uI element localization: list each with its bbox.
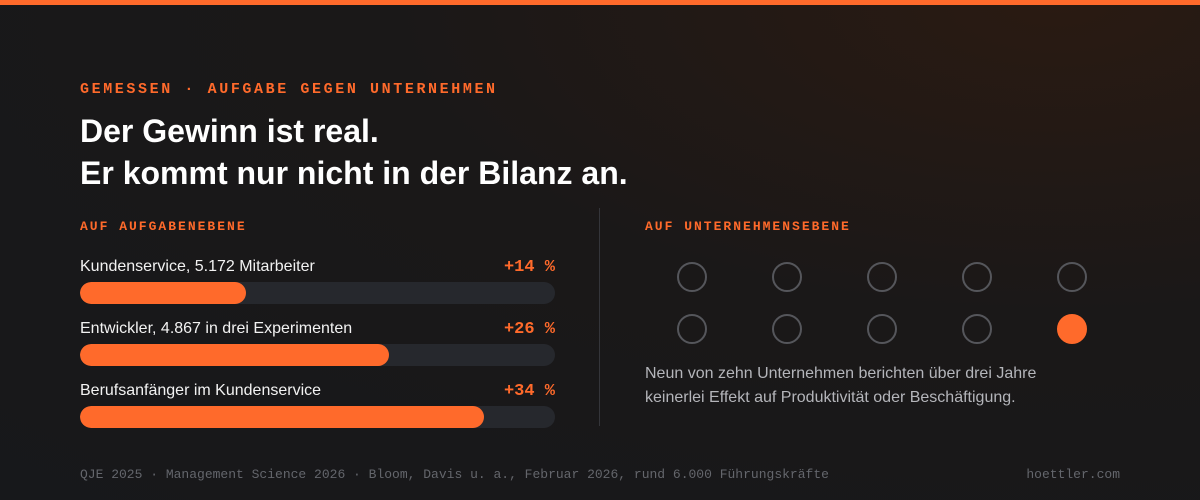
headline-line-1: Der Gewinn ist real. xyxy=(80,113,379,149)
bar-row: Kundenservice, 5.172 Mitarbeiter +14 % xyxy=(80,258,555,304)
footer-site-link[interactable]: hoettler.com xyxy=(1026,467,1120,482)
company-dot-no-effect xyxy=(962,314,992,344)
bar-track xyxy=(80,406,555,428)
company-dot-no-effect xyxy=(867,262,897,292)
company-dot-no-effect xyxy=(677,262,707,292)
bar-row: Entwickler, 4.867 in drei Experimenten +2… xyxy=(80,320,555,366)
caption-line-1: Neun von zehn Unternehmen berichten über… xyxy=(645,365,1037,382)
bar-category-label: Berufsanfänger im Kundenservice xyxy=(80,382,322,399)
company-dot-no-effect xyxy=(867,314,897,344)
headline-line-2: Er kommt nur nicht in der Bilanz an. xyxy=(80,155,628,191)
bar-fill xyxy=(80,406,484,428)
company-dot-no-effect xyxy=(1057,262,1087,292)
bar-track xyxy=(80,282,555,304)
company-dot-no-effect xyxy=(677,314,707,344)
caption-line-2: keinerlei Effekt auf Produktivität oder … xyxy=(645,389,1016,406)
accent-top-bar xyxy=(0,0,1200,5)
bar-fill xyxy=(80,282,246,304)
company-dot-effect xyxy=(1057,314,1087,344)
bar-value-label: +14 % xyxy=(503,258,555,277)
company-dot-no-effect xyxy=(772,262,802,292)
company-level-caption: Neun von zehn Unternehmen berichten über… xyxy=(645,362,1125,410)
bar-value-label: +34 % xyxy=(503,382,555,401)
section-divider xyxy=(599,208,600,426)
company-dot-no-effect xyxy=(962,262,992,292)
task-level-label: AUF AUFGABENEBENE xyxy=(80,219,247,234)
bar-fill xyxy=(80,344,389,366)
headline: Der Gewinn ist real. Er kommt nur nicht … xyxy=(80,110,628,194)
bar-row: Berufsanfänger im Kundenservice +34 % xyxy=(80,382,555,428)
bar-category-label: Entwickler, 4.867 in drei Experimenten xyxy=(80,320,353,337)
bar-value-label: +26 % xyxy=(503,320,555,339)
bar-track xyxy=(80,344,555,366)
footer-sources: QJE 2025 · Management Science 2026 · Blo… xyxy=(80,467,829,482)
eyebrow-label: GEMESSEN · AUFGABE GEGEN UNTERNEHMEN xyxy=(80,81,498,98)
company-dot-no-effect xyxy=(772,314,802,344)
bar-category-label: Kundenservice, 5.172 Mitarbeiter xyxy=(80,258,315,275)
company-level-label: AUF UNTERNEHMENSEBENE xyxy=(645,219,851,234)
